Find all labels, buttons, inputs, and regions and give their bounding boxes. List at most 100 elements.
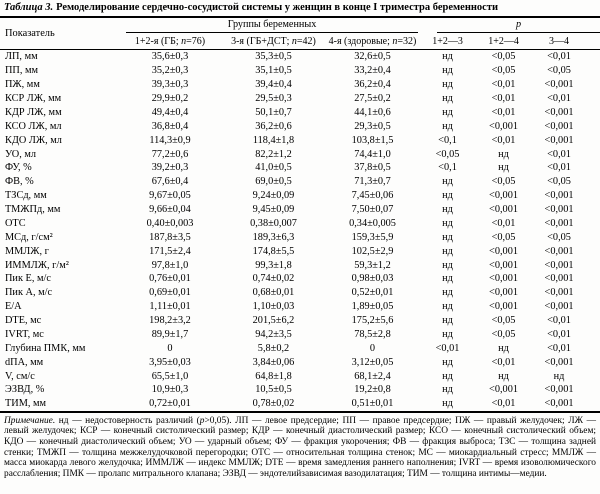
value-cell: 118,4±1,8 — [252, 134, 295, 146]
p-value-cell: <0,01 — [491, 398, 516, 410]
p-value-cell: <0,01 — [491, 134, 516, 146]
table-row: МСд, г/см² 187,8±3,5 189,3±6,3 159,3±5,9 нд <… — [0, 230, 600, 244]
value-cell: 0,78±0,02 — [252, 398, 295, 410]
value-cell: 0,40±0,003 — [146, 217, 194, 229]
p-value-cell: <0,05 — [491, 51, 516, 63]
row-label: ПЖ, мм — [5, 79, 40, 91]
row-label: ФУ, % — [5, 162, 32, 174]
table-title: Таблица 3. Ремоделирование сердечно-сосуд… — [0, 0, 600, 18]
p-value-cell: <0,001 — [489, 120, 518, 132]
value-cell: 35,2±0,3 — [151, 65, 189, 77]
value-cell: 69,0±0,5 — [255, 176, 292, 188]
header-row-subcolumns: 1+2-я (ГБ; n=76) 3-я (ГБ+ДСТ; n=42) 4-я … — [0, 34, 600, 50]
p-value-cell: <0,001 — [544, 134, 574, 146]
table-row: DTE, мс 198,2±3,2 201,5±6,2 175,2±5,6 нд <0,0… — [0, 314, 600, 328]
data-table: Показатель Группы беременных p 1+2-я (ГБ… — [0, 18, 600, 413]
header-group-4: 4-я (здоровые; n=32) — [325, 34, 421, 50]
table-row: ЭЗВД, % 10,9±0,3 10,5±0,5 19,2±0,8 нд <0,001 <… — [0, 383, 600, 397]
row-label: dПА, мм — [5, 356, 44, 368]
value-cell: 0 — [167, 342, 173, 354]
footnote: Примечание. нд — недостоверность различи… — [4, 415, 596, 479]
table-row: КДР ЛЖ, мм 49,4±0,4 50,1±0,7 44,1±0,6 нд <0,0… — [0, 106, 600, 120]
p-value-cell: <0,001 — [489, 190, 518, 202]
value-cell: 0,51±0,01 — [351, 398, 394, 410]
value-cell: 0,98±0,03 — [351, 273, 394, 285]
value-cell: 189,3±6,3 — [252, 231, 295, 243]
value-cell: 82,2±1,2 — [255, 148, 292, 160]
row-label: Глубина ПМК, мм — [5, 342, 86, 354]
p-value-cell: <0,001 — [544, 120, 574, 132]
p-value-cell: <0,001 — [544, 245, 574, 257]
p-value-cell: <0,1 — [438, 162, 457, 174]
value-cell: 0,69±0,01 — [149, 287, 191, 299]
header-groups-label: Группы беременных — [126, 18, 419, 33]
p-value-cell: <0,001 — [544, 356, 574, 368]
value-cell: 3,12±0,05 — [351, 356, 394, 368]
value-cell: 35,6±0,3 — [151, 51, 189, 63]
p-value-cell: нд — [498, 162, 509, 174]
value-cell: 7,45±0,06 — [351, 190, 394, 202]
value-cell: 0,74±0,02 — [252, 273, 295, 285]
table-row: ЛП, мм 35,6±0,3 35,3±0,5 32,6±0,5 нд <0,05 <0,… — [0, 50, 600, 64]
value-cell: 198,2±3,2 — [149, 315, 191, 327]
table-row: V, см/с 65,5±1,0 64,8±1,8 68,1±2,4 нд нд нд — [0, 369, 600, 383]
p-value-cell: нд — [442, 65, 453, 77]
p-value-cell: <0,05 — [491, 65, 516, 77]
value-cell: 102,5±2,9 — [351, 245, 394, 257]
value-cell: 94,2±3,5 — [255, 328, 292, 340]
header-p: p — [420, 18, 600, 34]
p-value-cell: <0,01 — [547, 328, 571, 340]
p-value-cell: нд — [442, 204, 453, 216]
p-value-cell: нд — [442, 384, 453, 396]
value-cell: 9,24±0,09 — [252, 190, 295, 202]
p-value-cell: нд — [442, 259, 453, 271]
p-value-cell: <0,001 — [544, 287, 574, 299]
value-cell: 36,2±0,4 — [354, 79, 391, 91]
p-value-cell: <0,001 — [544, 79, 574, 91]
header-p-label: p — [437, 18, 600, 33]
table-row: Е/А 1,11±0,01 1,10±0,03 1,89±0,05 нд <0,001 <0… — [0, 300, 600, 314]
p-value-cell: <0,01 — [547, 51, 571, 63]
p-value-cell: нд — [442, 370, 453, 382]
row-label: КДО ЛЖ, мл — [5, 134, 62, 146]
value-cell: 1,11±0,01 — [149, 301, 191, 313]
table-row: ИММЛЖ, г/м² 97,8±1,0 99,3±1,8 59,3±1,2 нд <0,… — [0, 258, 600, 272]
value-cell: 174,8±5,5 — [252, 245, 295, 257]
p-value-cell: <0,01 — [547, 342, 571, 354]
p-value-cell: <0,001 — [544, 301, 574, 313]
value-cell: 19,2±0,8 — [354, 384, 391, 396]
p-value-cell: <0,001 — [544, 106, 574, 118]
table-row: dПА, мм 3,95±0,03 3,84±0,06 3,12±0,05 нд <0,0… — [0, 355, 600, 369]
row-label: КСО ЛЖ, мл — [5, 120, 62, 132]
table-row: Пик А, м/с 0,69±0,01 0,68±0,01 0,52±0,01 нд <… — [0, 286, 600, 300]
p-value-cell: <0,01 — [547, 148, 571, 160]
p-value-cell: нд — [442, 120, 453, 132]
value-cell: 49,4±0,4 — [151, 106, 189, 118]
value-cell: 3,95±0,03 — [149, 356, 191, 368]
p-value-cell: нд — [442, 231, 453, 243]
value-cell: 159,3±5,9 — [351, 231, 394, 243]
value-cell: 29,5±0,3 — [255, 93, 292, 105]
p-value-cell: <0,001 — [489, 204, 518, 216]
table-row: ФУ, % 39,2±0,3 41,0±0,5 37,8±0,5 <0,1 нд <0,01 — [0, 161, 600, 175]
journal-table-page: Таблица 3. Ремоделирование сердечно-сосуд… — [0, 0, 600, 479]
row-label: IVRT, мс — [5, 328, 44, 340]
value-cell: 9,67±0,05 — [149, 190, 191, 202]
table-row: Пик Е, м/с 0,76±0,01 0,74±0,02 0,98±0,03 нд <… — [0, 272, 600, 286]
p-value-cell: <0,05 — [547, 65, 571, 77]
value-cell: 9,66±0,04 — [149, 204, 191, 216]
row-label: ЭЗВД, % — [5, 384, 45, 396]
p-value-cell: <0,001 — [489, 273, 518, 285]
value-cell: 35,3±0,5 — [255, 51, 292, 63]
value-cell: 67,6±0,4 — [151, 176, 189, 188]
value-cell: 0,72±0,01 — [149, 398, 191, 410]
table-row: КСР ЛЖ, мм 29,9±0,2 29,5±0,3 27,5±0,2 нд <0,0… — [0, 92, 600, 106]
table-row: ТЗСд, мм 9,67±0,05 9,24±0,09 7,45±0,06 нд <0,… — [0, 189, 600, 203]
p-value-cell: нд — [498, 370, 509, 382]
value-cell: 64,8±1,8 — [255, 370, 292, 382]
p-value-cell: нд — [498, 342, 509, 354]
value-cell: 5,8±0,2 — [257, 342, 290, 354]
table-row: ТИМ, мм 0,72±0,01 0,78±0,02 0,51±0,01 нд <0,0… — [0, 397, 600, 412]
value-cell: 39,3±0,3 — [151, 79, 189, 91]
value-cell: 68,1±2,4 — [354, 370, 391, 382]
